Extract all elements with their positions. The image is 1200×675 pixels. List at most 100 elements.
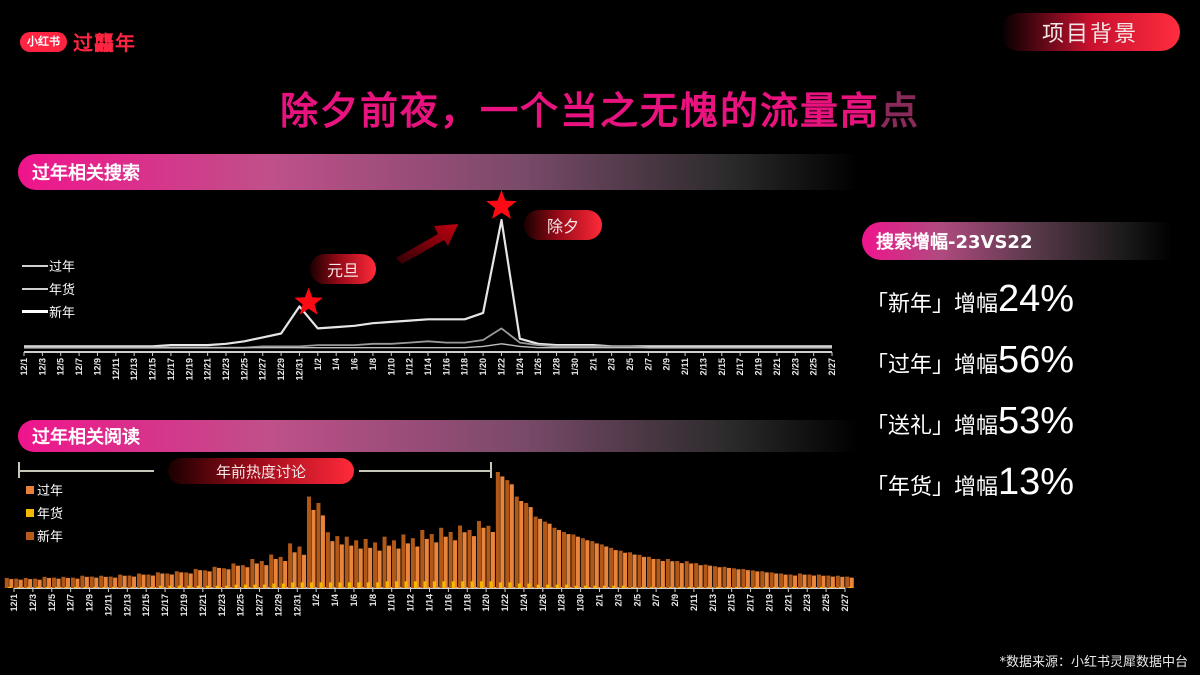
- svg-text:1/24: 1/24: [519, 594, 529, 612]
- svg-text:12/21: 12/21: [203, 358, 213, 381]
- svg-text:1/2: 1/2: [313, 358, 323, 371]
- svg-text:2/7: 2/7: [651, 594, 661, 607]
- stat-value: 13%: [998, 461, 1075, 503]
- reading-chart-legend: 过年 年货 新年: [26, 478, 63, 547]
- legend-item-nianhuo: 年货: [26, 501, 63, 524]
- svg-text:1/6: 1/6: [350, 358, 360, 371]
- svg-text:2/27: 2/27: [827, 358, 837, 376]
- svg-text:12/13: 12/13: [129, 358, 139, 381]
- svg-text:2/19: 2/19: [754, 358, 764, 376]
- svg-text:2/17: 2/17: [746, 594, 756, 612]
- svg-text:12/19: 12/19: [184, 358, 194, 381]
- legend-item-xinnian: 新年: [22, 300, 75, 323]
- tag-yuandan: 元旦: [310, 254, 376, 284]
- trend-arrow-icon: [396, 224, 458, 264]
- svg-text:12/3: 12/3: [28, 594, 38, 612]
- page-title-text: 除夕前夜，一个当之无愧的流量高: [279, 89, 880, 133]
- svg-text:12/11: 12/11: [111, 358, 121, 380]
- tag-chuxi-label: 除夕: [546, 217, 579, 236]
- svg-text:12/23: 12/23: [217, 594, 227, 617]
- reading-section-band: 过年相关阅读: [18, 420, 858, 452]
- legend-item-guonian: 过年: [22, 254, 75, 277]
- search-chart-legend: 过年 年货 新年: [22, 254, 75, 323]
- svg-text:12/23: 12/23: [221, 358, 231, 381]
- svg-text:2/13: 2/13: [708, 594, 718, 612]
- svg-text:2/13: 2/13: [698, 358, 708, 376]
- svg-text:1/18: 1/18: [462, 594, 472, 612]
- legend-item-xinnian: 新年: [26, 524, 63, 547]
- xiaohongshu-badge: 小红书: [20, 31, 67, 52]
- tag-chuxi: 除夕: [524, 210, 602, 240]
- svg-text:2/27: 2/27: [840, 594, 850, 612]
- svg-text:2/15: 2/15: [717, 358, 727, 376]
- svg-text:1/8: 1/8: [368, 358, 378, 371]
- stat-value: 53%: [998, 400, 1075, 442]
- svg-text:1/16: 1/16: [443, 594, 453, 612]
- svg-text:12/9: 12/9: [85, 594, 95, 612]
- svg-text:2/3: 2/3: [607, 358, 617, 371]
- legend-item-guonian: 过年: [26, 478, 63, 501]
- stat-value: 56%: [998, 339, 1075, 381]
- growth-stat-songli: 「送礼」增幅 53%: [866, 400, 1074, 461]
- reading-section-title: 过年相关阅读: [32, 427, 140, 448]
- svg-text:2/25: 2/25: [821, 594, 831, 612]
- svg-text:1/30: 1/30: [576, 594, 586, 612]
- section-label-pill: 项目背景: [1000, 13, 1180, 51]
- svg-text:2/17: 2/17: [735, 358, 745, 376]
- svg-text:1/14: 1/14: [423, 358, 433, 376]
- svg-text:2/23: 2/23: [790, 358, 800, 376]
- brand-logo: 小红书 过龘年: [20, 27, 136, 56]
- svg-text:12/5: 12/5: [47, 594, 57, 612]
- svg-text:12/27: 12/27: [258, 358, 268, 381]
- svg-text:1/10: 1/10: [387, 594, 397, 612]
- range-bracket: [18, 460, 492, 480]
- svg-text:2/25: 2/25: [809, 358, 819, 376]
- tag-pre-new-year-discussion: 年前热度讨论: [168, 458, 354, 484]
- growth-stat-nianhuo: 「年货」增幅 13%: [866, 461, 1074, 522]
- page-title: 除夕前夜，一个当之无愧的流量高点: [0, 80, 1200, 135]
- svg-text:1/20: 1/20: [478, 358, 488, 376]
- svg-text:12/19: 12/19: [179, 594, 189, 617]
- legend-label: 过年: [37, 484, 64, 499]
- svg-text:12/15: 12/15: [141, 594, 151, 617]
- svg-text:2/1: 2/1: [594, 594, 604, 607]
- svg-text:12/25: 12/25: [236, 594, 246, 617]
- data-source-note: *数据来源：小红书灵犀数据中台: [999, 655, 1188, 670]
- svg-text:12/9: 12/9: [92, 358, 102, 376]
- growth-stat-guonian: 「过年」增幅 56%: [866, 339, 1074, 400]
- legend-square-icon: [26, 485, 34, 494]
- svg-text:1/28: 1/28: [557, 594, 567, 612]
- svg-text:1/24: 1/24: [515, 358, 525, 376]
- svg-text:1/26: 1/26: [538, 594, 548, 612]
- legend-line-icon: [22, 287, 48, 290]
- svg-text:1/10: 1/10: [386, 358, 396, 376]
- svg-text:2/1: 2/1: [588, 358, 598, 371]
- svg-text:12/5: 12/5: [56, 358, 66, 376]
- svg-text:1/22: 1/22: [496, 358, 506, 376]
- svg-text:2/15: 2/15: [727, 594, 737, 612]
- svg-text:2/5: 2/5: [625, 358, 635, 371]
- legend-label: 新年: [37, 530, 64, 545]
- stat-label: 「过年」增幅: [866, 353, 999, 378]
- svg-text:1/12: 1/12: [406, 594, 416, 612]
- svg-text:1/20: 1/20: [481, 594, 491, 612]
- svg-text:12/27: 12/27: [255, 594, 265, 617]
- legend-item-nianhuo: 年货: [22, 277, 75, 300]
- svg-text:2/7: 2/7: [643, 358, 653, 371]
- search-section-title: 过年相关搜索: [32, 163, 140, 184]
- svg-text:12/31: 12/31: [292, 594, 302, 617]
- svg-text:12/21: 12/21: [198, 594, 208, 617]
- svg-text:1/12: 1/12: [405, 358, 415, 376]
- legend-label: 年货: [49, 283, 76, 298]
- legend-label: 年货: [37, 507, 64, 522]
- svg-text:2/21: 2/21: [783, 594, 793, 612]
- svg-text:2/11: 2/11: [689, 594, 699, 611]
- svg-text:1/4: 1/4: [330, 594, 340, 607]
- svg-text:12/13: 12/13: [122, 594, 132, 617]
- growth-stats-list: 「新年」增幅 24% 「过年」增幅 56% 「送礼」增幅 53% 「年货」增幅 13%: [866, 278, 1074, 522]
- svg-text:12/1: 12/1: [19, 358, 29, 376]
- svg-text:2/9: 2/9: [670, 594, 680, 607]
- growth-stat-xinnian: 「新年」增幅 24%: [866, 278, 1074, 339]
- page-title-last-char: 点: [880, 89, 921, 133]
- svg-text:12/25: 12/25: [239, 358, 249, 381]
